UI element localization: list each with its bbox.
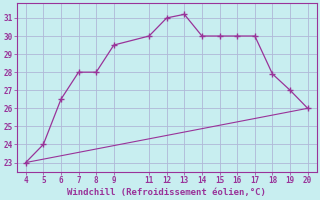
X-axis label: Windchill (Refroidissement éolien,°C): Windchill (Refroidissement éolien,°C)	[67, 188, 266, 197]
